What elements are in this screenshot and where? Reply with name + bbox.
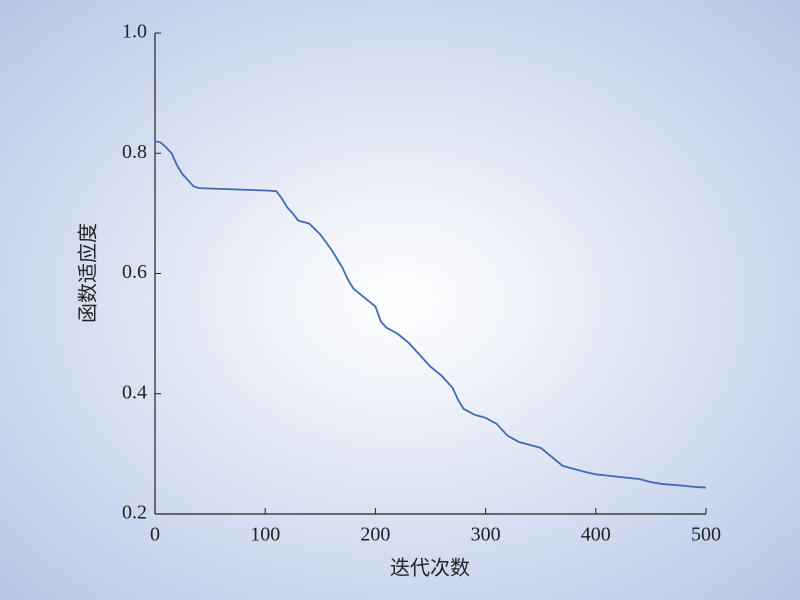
x-tick-label: 300 (471, 524, 501, 546)
x-tick-label: 200 (360, 524, 390, 546)
x-tick-label: 100 (250, 524, 280, 546)
y-tick-label: 0.8 (122, 141, 147, 163)
y-axis-label: 函数适应度 (77, 223, 100, 323)
y-tick-label: 1.0 (122, 21, 147, 43)
x-tick-label: 400 (581, 524, 611, 546)
x-tick-label: 0 (150, 524, 160, 546)
y-tick-label: 0.2 (122, 502, 147, 524)
y-tick-label: 0.6 (122, 261, 147, 283)
x-tick-label: 500 (691, 524, 721, 546)
data-line (154, 140, 707, 489)
y-tick-label: 0.4 (122, 381, 147, 403)
x-axis-label: 迭代次数 (390, 557, 470, 580)
